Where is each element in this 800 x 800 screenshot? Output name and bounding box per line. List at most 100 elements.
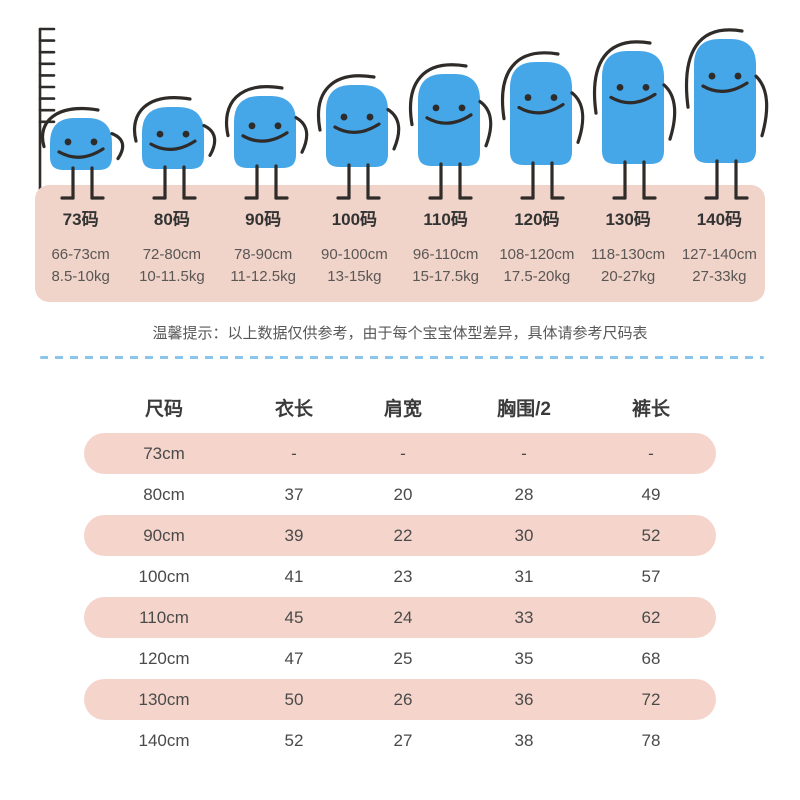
figure-column: [403, 60, 495, 200]
table-cell: 120cm: [138, 648, 190, 668]
size-height-range: 72-80cm: [142, 246, 202, 263]
table-cell: 28: [514, 484, 534, 504]
table-cell: 50: [284, 689, 304, 709]
size-height-range: 127-140cm: [681, 246, 757, 263]
table-cell: 36: [514, 689, 534, 709]
dashed-divider: [40, 356, 764, 359]
table-cell: 49: [641, 484, 661, 504]
size-code-label: 110码: [423, 210, 468, 229]
size-label-column: 130码 118-130cm 20-27kg: [583, 208, 674, 288]
table-cell: -: [648, 443, 654, 463]
size-height-range: 90-100cm: [321, 246, 388, 263]
size-weight-range: 27-33kg: [692, 268, 747, 285]
figure-column: [35, 104, 127, 200]
character-figure: [41, 107, 125, 200]
table-cell: -: [400, 443, 406, 463]
size-table: 尺码 衣长 肩宽 胸围/2 裤长 73cm - - - - 80cm 37 20 28 49 90cm 39 2…: [84, 389, 716, 761]
table-cell: 30: [514, 525, 534, 545]
size-weight-range: 15-17.5kg: [412, 268, 479, 285]
size-label-column: 80码 72-80cm 10-11.5kg: [126, 208, 217, 288]
table-cell: -: [521, 443, 527, 463]
size-code-label: 120码: [514, 210, 560, 229]
character-figure: [133, 96, 217, 200]
table-cell: 57: [641, 566, 661, 586]
size-label-column: 100码 90-100cm 13-15kg: [309, 208, 400, 288]
character-figure: [500, 51, 585, 200]
figure-column: [311, 71, 403, 200]
table-cell: 52: [284, 730, 304, 750]
size-code-label: 80码: [153, 210, 190, 229]
table-cell: 25: [393, 648, 413, 668]
table-row: 80cm 37 20 28 49: [84, 474, 716, 515]
table-cell: -: [291, 443, 297, 463]
character-figure: [592, 40, 677, 200]
figure-column: [587, 37, 679, 200]
table-row: 120cm 47 25 35 68: [84, 638, 716, 679]
table-cell: 22: [393, 525, 413, 545]
column-header: 裤长: [631, 398, 670, 420]
table-cell: 24: [393, 607, 413, 627]
hero-illustration: 73码 66-73cm 8.5-10kg 80码 72-80cm 10-11.5kg 90码…: [0, 0, 800, 308]
character-figure: [684, 28, 769, 200]
table-row: 73cm - - - -: [84, 433, 716, 474]
column-header: 胸围/2: [497, 398, 551, 420]
table-cell: 35: [514, 648, 534, 668]
size-height-range: 78-90cm: [233, 246, 293, 263]
size-weight-range: 17.5-20kg: [503, 268, 571, 285]
table-row: 130cm 50 26 36 72: [84, 679, 716, 720]
size-code-label: 140码: [696, 210, 743, 229]
table-cell: 130cm: [138, 689, 190, 709]
figure-column: [219, 82, 311, 200]
table-cell: 38: [514, 730, 534, 750]
character-figure: [317, 74, 401, 200]
column-header: 肩宽: [383, 398, 422, 420]
figure-column: [127, 93, 219, 200]
table-cell: 41: [284, 566, 304, 586]
column-header: 尺码: [144, 398, 183, 420]
table-cell: 20: [393, 484, 413, 504]
size-labels-row: 73码 66-73cm 8.5-10kg 80码 72-80cm 10-11.5kg 90码…: [35, 208, 765, 288]
size-weight-range: 13-15kg: [327, 268, 382, 285]
table-cell: 110cm: [139, 607, 189, 627]
size-label-column: 110码 96-110cm 15-17.5kg: [400, 208, 491, 288]
size-height-range: 96-110cm: [412, 246, 479, 263]
table-cell: 27: [393, 730, 413, 750]
size-height-range: 108-120cm: [499, 246, 575, 263]
size-code-label: 73码: [62, 210, 99, 229]
size-weight-range: 10-11.5kg: [139, 268, 205, 285]
size-weight-range: 20-27kg: [601, 268, 656, 285]
figure-column: [679, 25, 771, 200]
table-cell: 47: [284, 648, 304, 668]
table-header-row: 尺码 衣长 肩宽 胸围/2 裤长: [84, 389, 716, 425]
figure-column: [495, 48, 587, 200]
table-row: 110cm 45 24 33 62: [84, 597, 716, 638]
table-cell: 39: [284, 525, 304, 545]
table-cell: 72: [641, 689, 661, 709]
size-height-range: 66-73cm: [51, 246, 110, 263]
table-cell: 80cm: [143, 484, 185, 504]
table-cell: 23: [393, 566, 413, 586]
table-row: 140cm 52 27 38 78: [84, 720, 716, 761]
table-row: 100cm 41 23 31 57: [84, 556, 716, 597]
table-cell: 37: [284, 484, 304, 504]
table-cell: 140cm: [138, 730, 190, 750]
size-ground-panel: [35, 185, 765, 302]
table-cell: 68: [641, 648, 661, 668]
character-figure: [409, 63, 493, 200]
size-label-column: 73码 66-73cm 8.5-10kg: [35, 208, 126, 288]
table-cell: 100cm: [138, 566, 190, 586]
table-cell: 52: [641, 525, 661, 545]
table-row: 90cm 39 22 30 52: [84, 515, 716, 556]
character-figure: [225, 85, 309, 200]
size-label-column: 90码 78-90cm 11-12.5kg: [218, 208, 309, 288]
table-cell: 31: [514, 566, 534, 586]
character-figures-row: [35, 0, 769, 200]
size-height-range: 118-130cm: [591, 246, 666, 263]
table-cell: 62: [641, 607, 661, 627]
table-cell: 26: [393, 689, 413, 709]
table-body: 73cm - - - - 80cm 37 20 28 49 90cm 39 22 30 52 100cm 41 2…: [84, 433, 716, 761]
size-weight-range: 8.5-10kg: [51, 268, 110, 285]
table-cell: 78: [641, 730, 661, 750]
size-code-label: 130码: [605, 210, 651, 229]
